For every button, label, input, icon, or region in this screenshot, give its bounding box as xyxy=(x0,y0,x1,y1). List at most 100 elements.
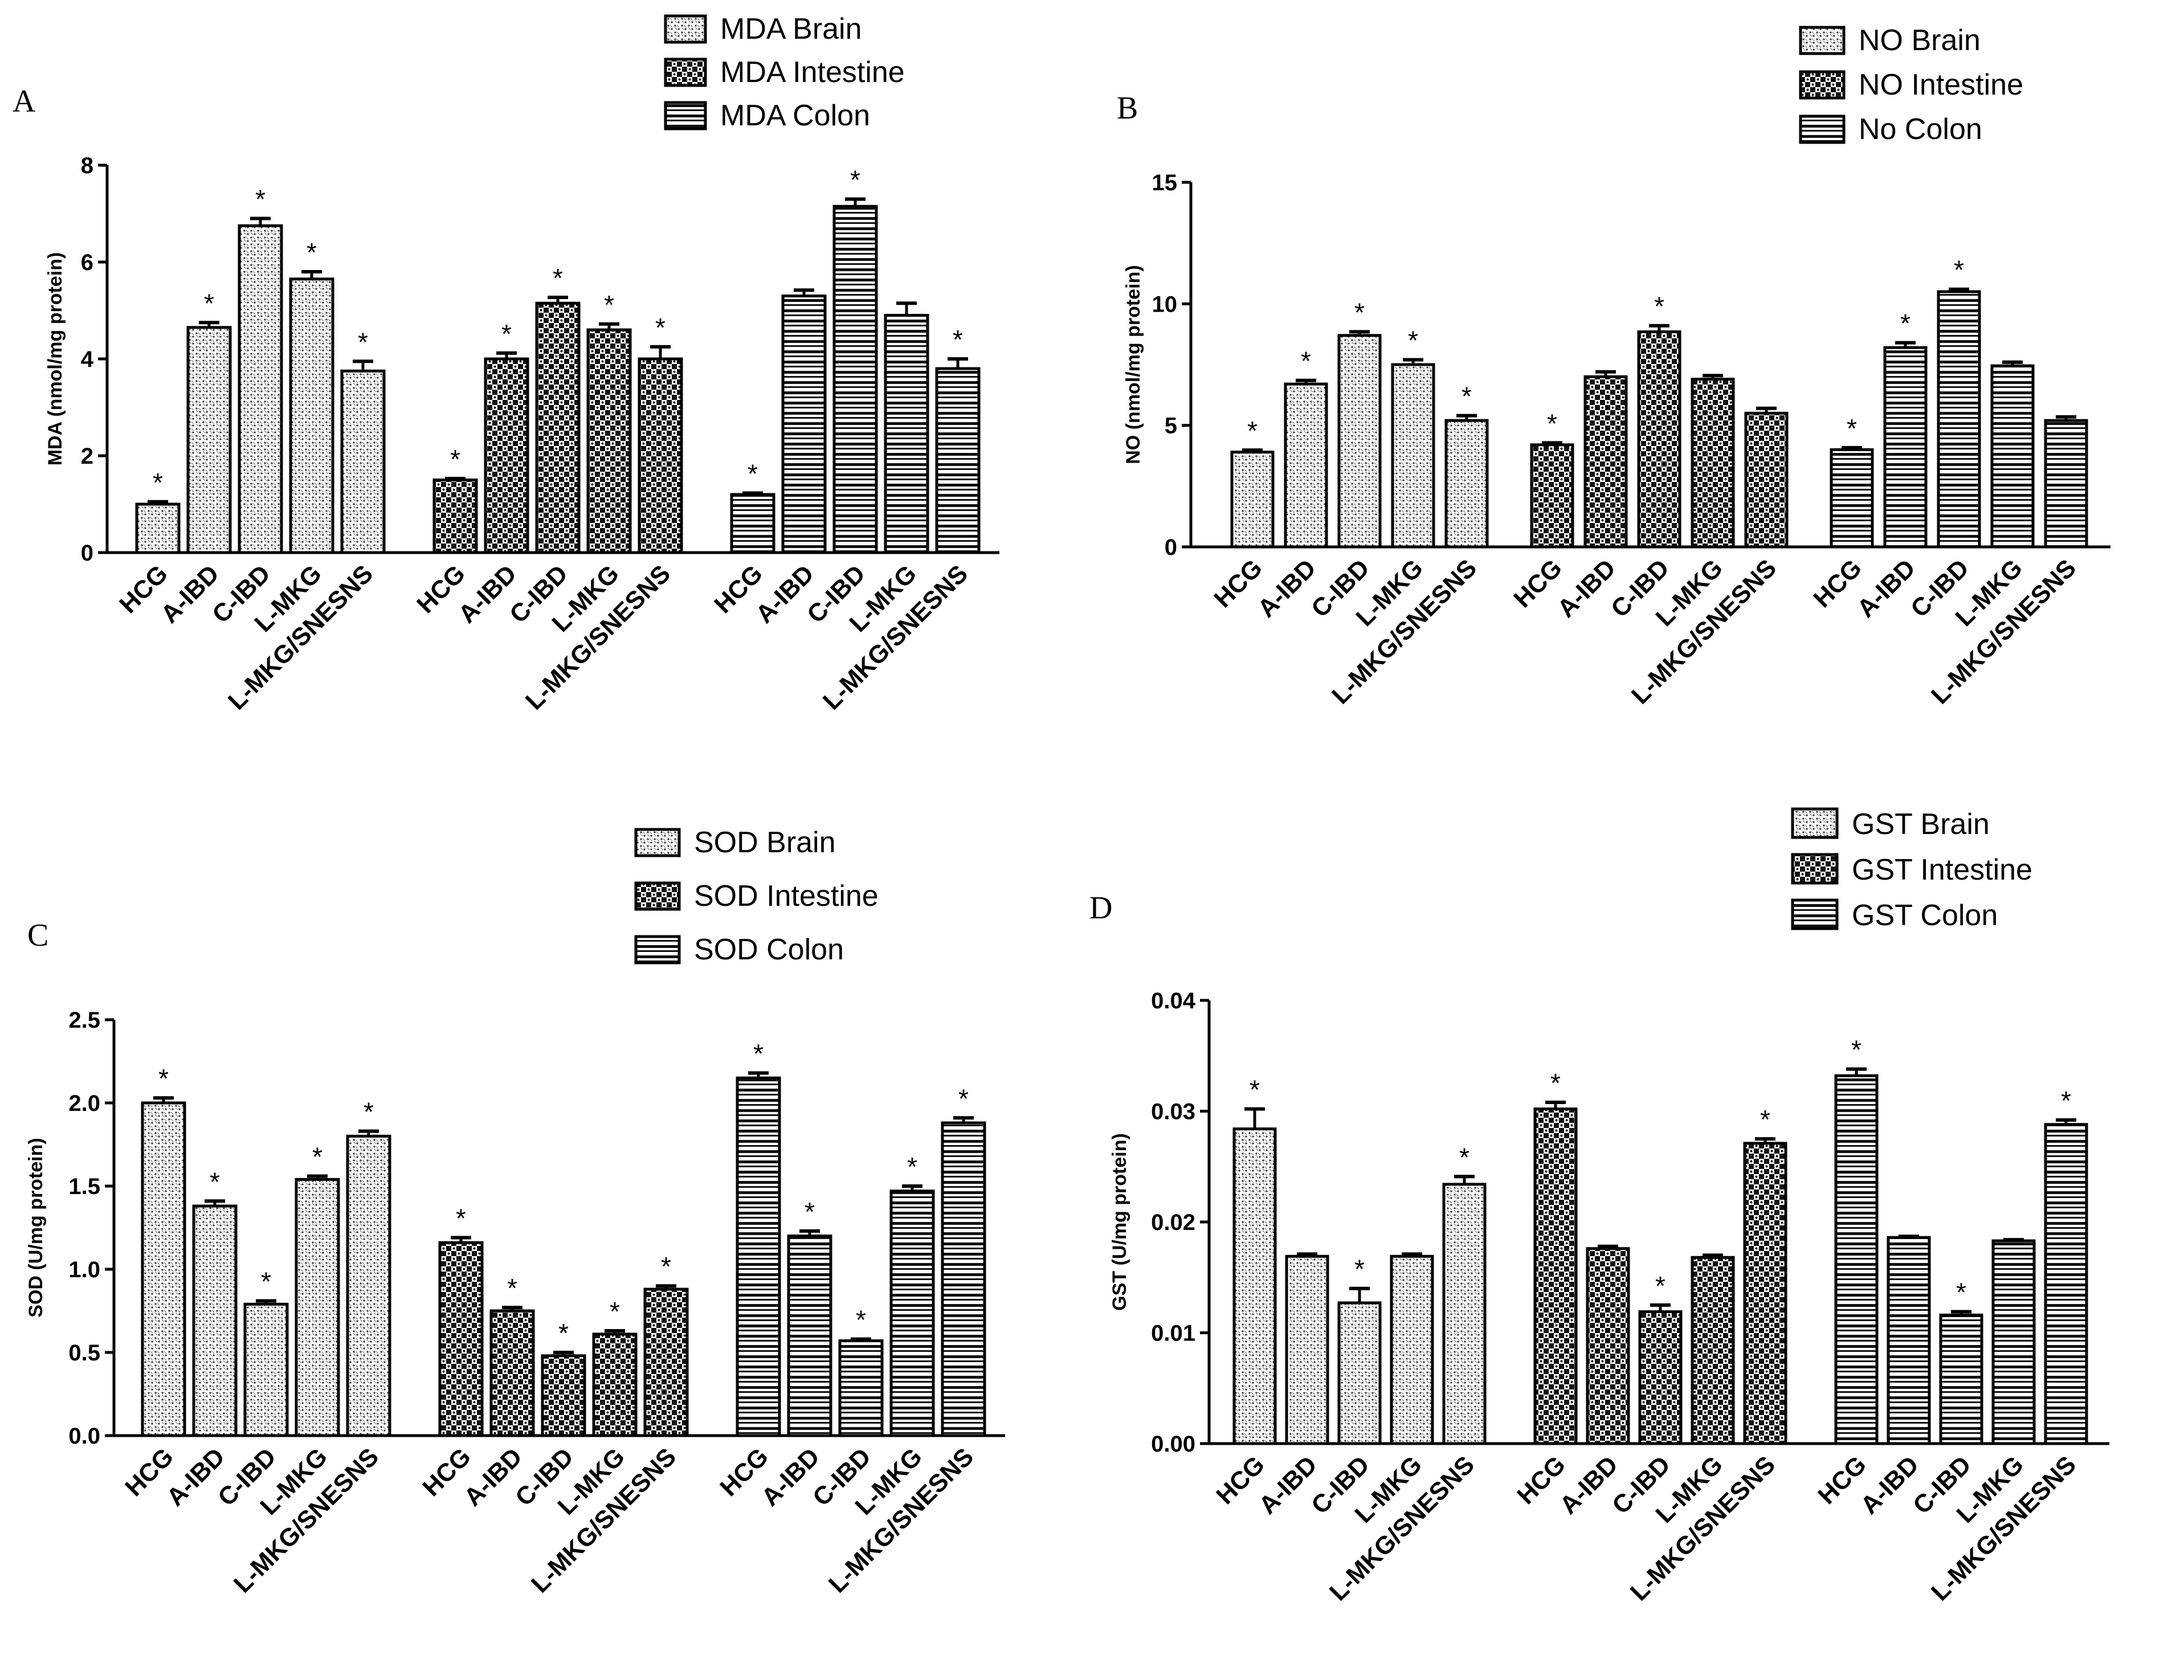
bar xyxy=(484,357,529,554)
significance-marker: * xyxy=(1459,1142,1469,1172)
significance-marker: * xyxy=(850,165,860,195)
y-tick-label: 0.5 xyxy=(68,1340,100,1366)
bar xyxy=(1284,382,1328,549)
significance-marker: * xyxy=(1954,255,1964,285)
bar xyxy=(1637,330,1681,549)
bar xyxy=(736,1076,781,1437)
significance-marker: * xyxy=(1847,414,1857,443)
legend-label: SOD Brain xyxy=(694,826,836,859)
y-tick-label: 0.03 xyxy=(1151,1099,1195,1125)
bar xyxy=(192,1204,238,1437)
bar xyxy=(1991,1239,2036,1445)
y-axis-label: MDA (nmol/mg protein) xyxy=(44,252,66,466)
significance-marker: * xyxy=(1900,309,1911,338)
significance-marker: * xyxy=(261,1266,271,1296)
bar xyxy=(295,1178,340,1437)
significance-marker: * xyxy=(312,1142,323,1171)
x-tick-label: A-IBD xyxy=(1554,1450,1623,1519)
bar xyxy=(438,1241,484,1437)
significance-marker: * xyxy=(553,263,563,293)
significance-marker: * xyxy=(507,1273,517,1303)
legend-swatch xyxy=(664,101,707,130)
significance-marker: * xyxy=(1250,1075,1260,1105)
y-tick-label: 2.0 xyxy=(68,1091,100,1116)
bar xyxy=(141,1101,186,1437)
significance-marker: * xyxy=(1301,346,1311,376)
x-tick-label: A-IBD xyxy=(1254,1450,1322,1519)
bar xyxy=(535,301,581,554)
significance-marker: * xyxy=(748,459,758,488)
significance-marker: * xyxy=(204,288,214,318)
legend-swatch xyxy=(1799,115,1846,144)
bar xyxy=(1390,1254,1434,1445)
bar xyxy=(1744,411,1789,549)
significance-marker: * xyxy=(1550,1068,1561,1098)
bar xyxy=(1586,1247,1630,1445)
bar xyxy=(592,1332,638,1437)
bar xyxy=(1691,1256,1735,1445)
y-tick-label: 2 xyxy=(81,444,93,469)
significance-marker: * xyxy=(1462,382,1472,411)
significance-marker: * xyxy=(1547,408,1557,438)
significance-marker: * xyxy=(604,290,614,320)
significance-marker: * xyxy=(158,1064,169,1093)
legend-label: MDA Colon xyxy=(720,99,870,132)
significance-marker: * xyxy=(307,238,317,267)
x-tick-label: A-IBD xyxy=(156,559,224,628)
bar xyxy=(1442,1183,1487,1445)
bar xyxy=(1232,1127,1277,1445)
panel-letter: B xyxy=(1117,91,1138,126)
bar xyxy=(1337,1301,1382,1445)
bar xyxy=(1937,290,1981,549)
significance-marker: * xyxy=(1655,1271,1665,1301)
bar xyxy=(1444,419,1489,549)
legend-label: MDA Brain xyxy=(720,13,862,46)
y-tick-label: 0 xyxy=(1165,535,1177,560)
bar xyxy=(884,314,929,554)
significance-marker: * xyxy=(501,319,512,349)
bar xyxy=(1391,363,1435,549)
legend-swatch xyxy=(1799,26,1846,55)
legend-swatch xyxy=(664,14,707,44)
bar xyxy=(243,1302,289,1437)
y-tick-label: 2.5 xyxy=(68,1008,100,1033)
bar xyxy=(489,1309,535,1437)
bar xyxy=(135,502,181,554)
legend-swatch xyxy=(634,881,681,911)
bar xyxy=(289,277,334,554)
y-tick-label: 0.04 xyxy=(1151,988,1196,1013)
bar xyxy=(638,357,683,554)
legend-swatch xyxy=(1791,898,1839,930)
x-tick-label: A-IBD xyxy=(1252,554,1321,623)
y-axis-label: SOD (U/mg protein) xyxy=(25,1138,47,1317)
bar xyxy=(832,205,878,554)
bar xyxy=(586,328,632,554)
significance-marker: * xyxy=(907,1152,917,1182)
x-tick-label: A-IBD xyxy=(453,559,522,628)
legend-swatch xyxy=(1791,853,1839,885)
bar xyxy=(1743,1142,1787,1445)
legend-label: SOD Colon xyxy=(694,933,844,966)
significance-marker: * xyxy=(1354,1254,1365,1284)
legend-label: NO Intestine xyxy=(1859,68,2023,101)
bar xyxy=(889,1190,935,1437)
legend-swatch xyxy=(634,935,681,964)
y-tick-label: 5 xyxy=(1165,414,1177,439)
significance-marker: * xyxy=(1851,1035,1861,1065)
significance-marker: * xyxy=(1654,292,1664,321)
x-tick-label: A-IBD xyxy=(1552,554,1621,623)
bar xyxy=(781,295,827,554)
bar xyxy=(1285,1254,1329,1445)
bar xyxy=(1830,448,1874,549)
significance-marker: * xyxy=(1760,1105,1770,1134)
bar xyxy=(2044,1123,2088,1445)
y-tick-label: 4 xyxy=(81,347,94,372)
y-tick-label: 10 xyxy=(1152,292,1178,317)
bar xyxy=(787,1235,832,1437)
significance-marker: * xyxy=(805,1197,815,1227)
y-tick-label: 6 xyxy=(81,250,93,275)
bar xyxy=(541,1354,586,1437)
bar xyxy=(340,369,386,554)
legend-label: GST Brain xyxy=(1852,808,1990,841)
bar xyxy=(1583,375,1628,549)
